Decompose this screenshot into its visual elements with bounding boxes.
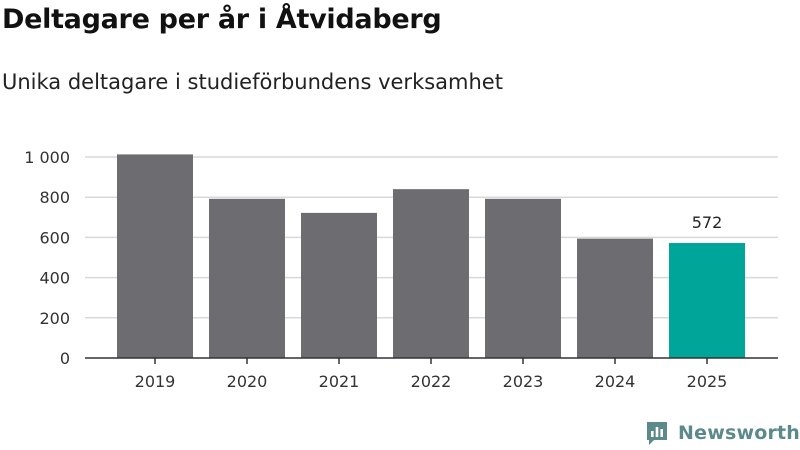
y-tick-label: 400	[39, 269, 70, 288]
data-label: 572	[692, 213, 723, 232]
x-tick-label: 2024	[595, 372, 636, 391]
newsworthy-logo: Newsworthy	[645, 419, 800, 447]
bar	[577, 238, 653, 358]
chart-subtitle: Unika deltagare i studieförbundens verks…	[2, 70, 503, 94]
y-tick-label: 800	[39, 188, 70, 207]
y-tick-label: 0	[60, 349, 70, 368]
x-tick-label: 2019	[135, 372, 176, 391]
bar	[209, 198, 285, 358]
newsworthy-logo-icon	[647, 422, 667, 445]
x-tick-label: 2025	[687, 372, 728, 391]
x-tick-label: 2020	[227, 372, 268, 391]
y-tick-label: 200	[39, 309, 70, 328]
bar-highlight	[669, 243, 745, 358]
bar	[301, 212, 377, 358]
bar	[393, 189, 469, 358]
chart-title: Deltagare per år i Åtvidaberg	[2, 4, 442, 35]
y-tick-label: 1 000	[24, 148, 70, 167]
brand-name: Newsworthy	[678, 422, 800, 444]
y-tick-label: 600	[39, 228, 70, 247]
bar	[485, 198, 561, 358]
bar	[117, 154, 193, 358]
x-tick-label: 2021	[319, 372, 360, 391]
x-tick-label: 2023	[503, 372, 544, 391]
x-tick-label: 2022	[411, 372, 452, 391]
